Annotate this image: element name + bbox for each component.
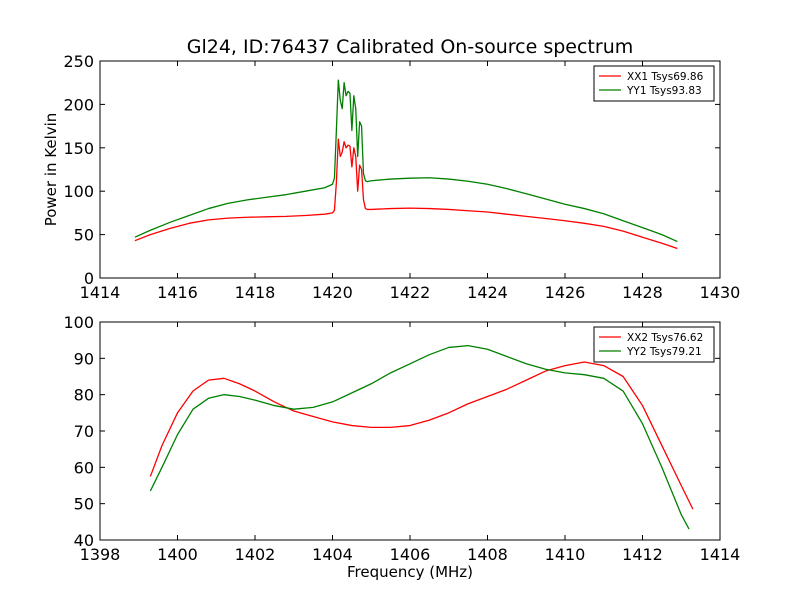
bottom-spectrum-plot: 1398 1400 1402 1404 1406 1408 1410 1412 1414 40 50… <box>63 313 740 581</box>
bottom-series-line-0 <box>149 361 694 510</box>
bottom-y-tick-label: 70 <box>74 422 94 441</box>
top-x-tick-label: 1428 <box>622 283 663 302</box>
bottom-x-tick-label: 1398 <box>80 545 121 564</box>
top-x-tick-label: 1414 <box>80 283 121 302</box>
figure-title: Gl24, ID:76437 Calibrated On-source spec… <box>187 36 634 58</box>
bottom-y-tick-label: 80 <box>74 386 94 405</box>
bottom-x-tick-label: 1412 <box>622 545 663 564</box>
bottom-x-tick-label: 1406 <box>390 545 431 564</box>
bottom-y-tick-label: 50 <box>74 495 94 514</box>
bottom-legend-label-1: YY2 Tsys79.21 <box>626 346 702 358</box>
bottom-y-tick-label: 60 <box>74 458 94 477</box>
bottom-legend: XX2 Tsys76.62 YY2 Tsys79.21 <box>593 326 715 363</box>
bottom-x-tick-label: 1408 <box>467 545 508 564</box>
top-legend-label-0: XX1 Tsys69.86 <box>627 71 704 83</box>
top-y-tick-label: 0 <box>84 269 94 288</box>
bottom-x-tick-label: 1402 <box>235 545 276 564</box>
top-legend-label-1: YY1 Tsys93.83 <box>626 85 702 97</box>
top-y-tick-label: 100 <box>63 182 94 201</box>
bottom-series-line-1 <box>149 344 690 530</box>
bottom-x-tick-label: 1414 <box>700 545 741 564</box>
bottom-x-tick-label: 1400 <box>157 545 198 564</box>
top-x-tick-label: 1426 <box>545 283 586 302</box>
top-x-tick-label: 1424 <box>467 283 508 302</box>
top-x-tick-label: 1420 <box>312 283 353 302</box>
top-x-tick-label: 1430 <box>700 283 741 302</box>
top-y-tick-label: 150 <box>63 139 94 158</box>
bottom-x-tick-label: 1404 <box>312 545 353 564</box>
top-series-line-1 <box>134 79 678 243</box>
bottom-y-tick-label: 90 <box>74 349 94 368</box>
top-legend-box <box>593 65 715 102</box>
bottom-y-tick-label: 100 <box>63 313 94 332</box>
bottom-legend-box <box>593 326 715 363</box>
top-spectrum-plot: 1414 1416 1418 1420 1422 1424 1426 1428 1430 0 50 1… <box>42 52 740 302</box>
top-y-tick-label: 200 <box>63 95 94 114</box>
top-x-tick-label: 1416 <box>157 283 198 302</box>
top-series-line-0 <box>134 138 678 250</box>
bottom-legend-label-0: XX2 Tsys76.62 <box>627 332 703 344</box>
bottom-y-tick-label: 40 <box>74 531 94 550</box>
top-y-tick-label: 50 <box>74 226 94 245</box>
top-x-tick-label: 1418 <box>235 283 276 302</box>
top-y-axis-label: Power in Kelvin <box>42 113 60 227</box>
top-legend: XX1 Tsys69.86 YY1 Tsys93.83 <box>593 65 715 102</box>
bottom-x-tick-label: 1410 <box>545 545 586 564</box>
top-y-tick-label: 250 <box>63 52 94 71</box>
bottom-x-axis-label: Frequency (MHz) <box>347 563 473 581</box>
top-x-tick-label: 1422 <box>390 283 431 302</box>
